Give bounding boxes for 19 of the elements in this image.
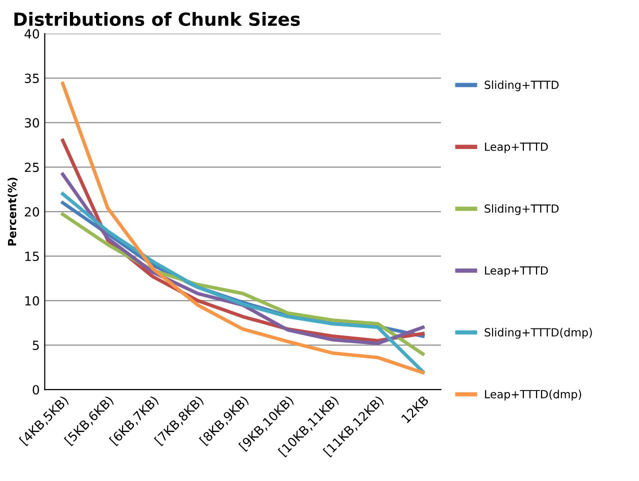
y-tick-label: 10 <box>25 296 40 306</box>
legend-label: Leap+TTTD <box>485 266 548 277</box>
y-tick-label: 25 <box>24 162 39 172</box>
legend-label: Sliding+TTTD <box>484 80 559 92</box>
y-tick-label: 15 <box>25 252 39 262</box>
y-tick-label: 35 <box>24 74 39 84</box>
y-tick-label: 30 <box>24 118 40 128</box>
y-tick-label: 5 <box>32 340 39 350</box>
legend-label: Sliding+TTTD <box>484 204 559 215</box>
y-tick-label: 20 <box>24 207 40 217</box>
line-series <box>61 82 425 374</box>
legend-label: Leap+TTTD(dmp) <box>485 390 582 401</box>
line-series <box>61 192 425 374</box>
legend-label: Leap+TTTD <box>485 142 548 154</box>
y-tick-label: 0 <box>32 385 40 395</box>
y-axis-title: Percent(%) <box>8 178 18 246</box>
legend-label: Sliding+TTTD(dmp) <box>484 328 592 339</box>
chart-title: Distributions of Chunk Sizes <box>14 12 300 26</box>
y-tick-label: 40 <box>24 29 40 39</box>
